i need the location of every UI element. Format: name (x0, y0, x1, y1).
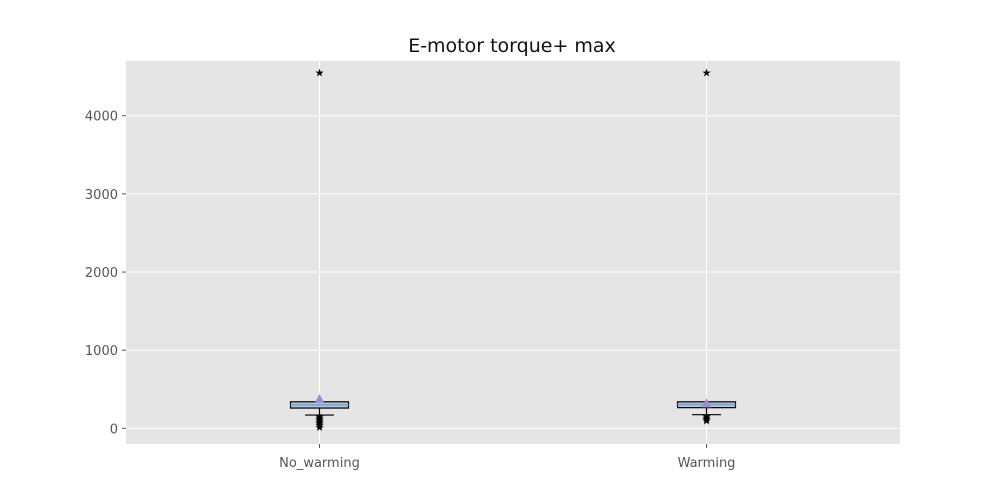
box-group: ★★★★★★★★★ (289, 67, 350, 434)
outlier-point: ★ (315, 415, 325, 428)
outlier-point: ★ (315, 410, 325, 423)
x-tick-label: No_warming (279, 456, 360, 471)
outlier-point: ★ (702, 411, 712, 424)
mean-marker (314, 394, 325, 404)
y-tick-label: 3000 (85, 188, 118, 203)
plot-area (126, 61, 900, 444)
y-axis-ticks: 0 1000 2000 3000 4000 (85, 110, 126, 437)
mean-marker (701, 398, 712, 408)
grid-lines (126, 61, 900, 444)
outlier-point: ★ (702, 410, 712, 423)
box-plots: ★★★★★★★★★★★★★★ (289, 67, 737, 434)
outlier-point: ★ (702, 413, 712, 426)
outlier-point: ★ (315, 67, 325, 80)
y-tick-label: 0 (110, 422, 118, 437)
x-tick-label: Warming (678, 456, 736, 471)
outlier-point: ★ (315, 416, 325, 429)
x-axis-ticks: No_warming Warming (279, 444, 735, 471)
y-tick-label: 4000 (85, 110, 118, 125)
box-group: ★★★★★ (676, 67, 737, 428)
outlier-point: ★ (315, 418, 325, 431)
chart-title: E-motor torque+ max (408, 35, 616, 57)
outlier-point: ★ (315, 413, 325, 426)
outlier-point: ★ (702, 67, 712, 80)
y-tick-label: 2000 (85, 266, 118, 281)
y-tick-label: 1000 (85, 344, 118, 359)
outlier-point: ★ (315, 411, 325, 424)
outlier-point: ★ (315, 421, 325, 434)
outlier-point: ★ (702, 415, 712, 428)
outlier-point: ★ (315, 419, 325, 432)
